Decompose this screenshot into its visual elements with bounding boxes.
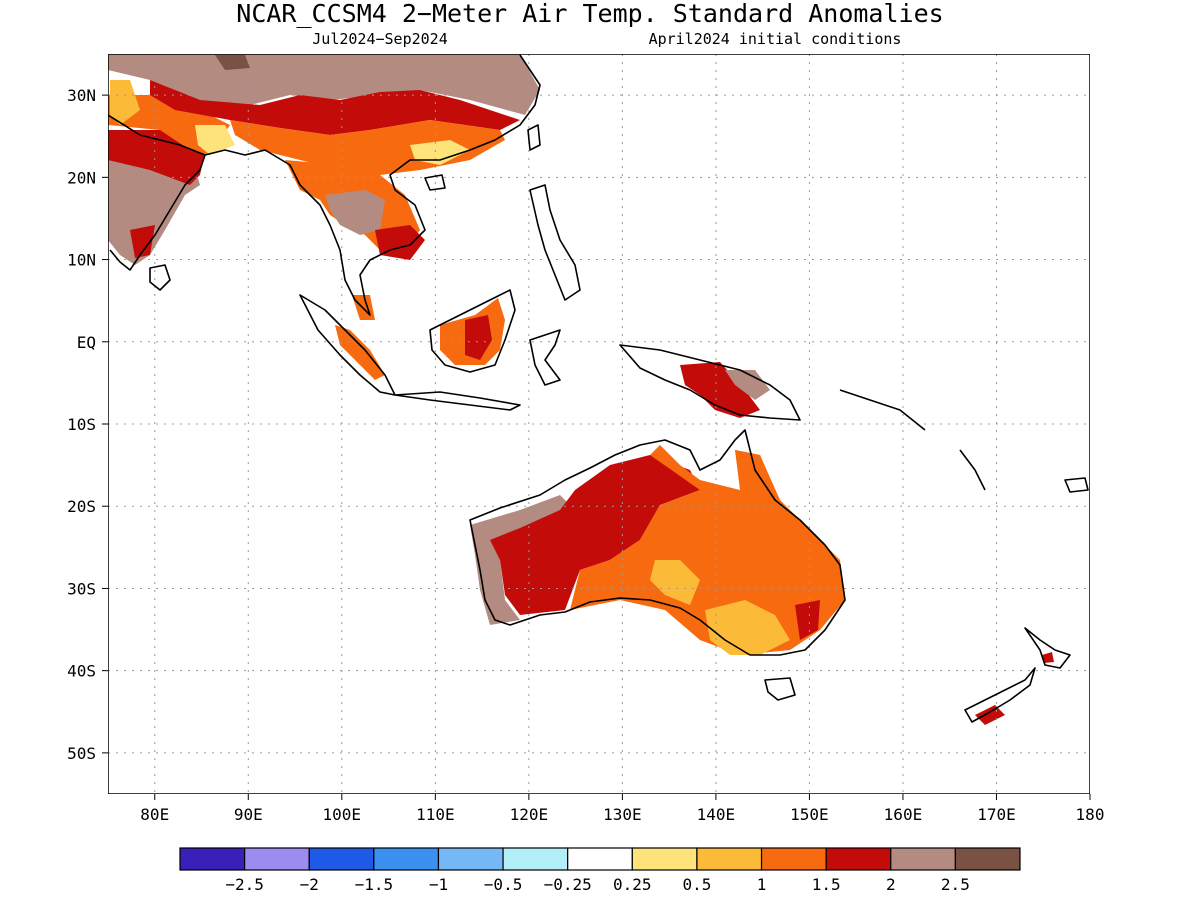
- lat-tick-label: 20S: [67, 497, 96, 516]
- graticule: [108, 54, 1090, 794]
- lon-tick-label: 130E: [603, 805, 642, 824]
- lat-tick-label: 30N: [67, 86, 96, 105]
- anomaly-region-himalaya: [150, 80, 520, 135]
- lon-tick-label: 180: [1076, 805, 1105, 824]
- anomaly-region-nz-north: [1042, 652, 1054, 663]
- anomaly-region-tibet-dark: [215, 55, 250, 70]
- coastline-vanuatu: [959, 449, 986, 491]
- lat-tick-label: 30S: [67, 579, 96, 598]
- lat-tick-label: 40S: [67, 662, 96, 681]
- latitude-axis: 30N 20N 10N EQ 10S 20S 30S 40S 50S: [67, 86, 96, 763]
- lon-tick-label: 100E: [323, 805, 362, 824]
- anomaly-region-new-zealand: [975, 705, 1005, 725]
- colorbar-swatch: [954, 847, 1021, 871]
- coastline-java: [394, 391, 521, 411]
- coastline-sri-lanka: [149, 264, 171, 291]
- anomaly-region-png-highlands: [725, 370, 770, 400]
- colorbar-swatch: [567, 847, 633, 871]
- lon-tick-label: 140E: [697, 805, 736, 824]
- colorbar-label: 0.5: [682, 875, 711, 894]
- colorbar-swatch: [631, 847, 698, 871]
- colorbar-label: −1: [429, 875, 448, 894]
- coastline-philippines: [529, 184, 581, 301]
- anomaly-region-bangladesh: [195, 125, 235, 155]
- lat-tick-label: 10S: [67, 415, 96, 434]
- longitude-tick-marks: [154, 794, 1091, 800]
- colorbar-swatch: [308, 847, 375, 871]
- lon-tick-label: 80E: [140, 805, 169, 824]
- anomaly-region-india-plain: [110, 80, 140, 125]
- colorbar-swatch: [244, 847, 310, 871]
- coastline-australia: [469, 429, 846, 656]
- anomaly-region-new-guinea: [680, 362, 760, 418]
- map-title: NCAR_CCSM4 2−Meter Air Temp. Standard An…: [236, 0, 943, 28]
- anomaly-region-china-coast: [410, 140, 470, 165]
- colorbar-swatch: [502, 847, 569, 871]
- anomaly-region-australia-west: [490, 455, 700, 615]
- coastline-new-guinea: [619, 344, 801, 421]
- colorbar-labels: −2.5 −2 −1.5 −1 −0.5 −0.25 0.25 0.5 1 1.5 2 2.5: [225, 875, 969, 894]
- colorbar-label: 0.25: [613, 875, 652, 894]
- lat-tick-label: 10N: [67, 251, 96, 270]
- colorbar-swatch: [373, 847, 440, 871]
- colorbar-swatch: [437, 847, 504, 871]
- coastline-sulawesi: [529, 329, 561, 386]
- anomaly-region-thailand: [325, 190, 385, 235]
- colorbar-label: −1.5: [355, 875, 394, 894]
- colorbar-swatch: [696, 847, 763, 871]
- anomaly-region-nsw: [795, 600, 820, 640]
- lon-tick-label: 160E: [884, 805, 923, 824]
- lon-tick-label: 120E: [510, 805, 549, 824]
- coastline-hainan: [424, 174, 446, 191]
- latitude-tick-marks: [102, 94, 108, 754]
- initial-conditions-label: April2024 initial conditions: [649, 30, 902, 48]
- coastline-new-zealand-north: [1024, 627, 1071, 669]
- colorbar-swatch: [890, 847, 956, 871]
- colorbar-swatch: [179, 847, 246, 871]
- anomaly-region-australia-east: [570, 445, 845, 655]
- anomaly-shading: [108, 54, 1054, 725]
- colorbar-label: 2: [886, 875, 896, 894]
- colorbar-label: −2: [300, 875, 319, 894]
- valid-period-label: Jul2024−Sep2024: [312, 30, 447, 48]
- colorbar-label: −0.25: [544, 875, 592, 894]
- lat-tick-label: 20N: [67, 168, 96, 187]
- colorbar: [179, 847, 1021, 871]
- anomaly-region-australia-central-yellow: [650, 560, 700, 605]
- longitude-axis: 80E 90E 100E 110E 120E 130E 140E 150E 160E 170E 18…: [140, 805, 1104, 824]
- coastline-solomons: [839, 389, 926, 431]
- lon-tick-label: 90E: [234, 805, 263, 824]
- colorbar-swatch: [825, 847, 892, 871]
- coastline-new-zealand-south: [964, 667, 1036, 723]
- colorbar-label: 1.5: [812, 875, 841, 894]
- anomaly-region-borneo-core: [465, 315, 492, 360]
- lon-tick-label: 110E: [416, 805, 455, 824]
- map-plot-area: [108, 54, 1090, 794]
- lon-tick-label: 170E: [977, 805, 1016, 824]
- anomaly-region-india-south: [130, 225, 155, 258]
- lon-tick-label: 150E: [790, 805, 829, 824]
- lat-tick-label: 50S: [67, 744, 96, 763]
- coastline-taiwan: [527, 124, 541, 151]
- lat-tick-label: EQ: [77, 333, 96, 352]
- colorbar-label: −0.5: [484, 875, 523, 894]
- ocean-background: [108, 54, 1090, 794]
- anomaly-region-cape-york: [735, 450, 770, 485]
- coastline-borneo: [429, 289, 516, 373]
- coastline-asia: [108, 54, 541, 316]
- coastline-tasmania: [764, 677, 796, 701]
- coastline-fiji: [1064, 477, 1089, 493]
- colorbar-label: 2.5: [941, 875, 970, 894]
- colorbar-swatch: [760, 847, 827, 871]
- coastlines: [108, 54, 1089, 723]
- colorbar-label: −2.5: [225, 875, 264, 894]
- anomaly-region-sumatra: [335, 325, 385, 380]
- colorbar-label: 1: [757, 875, 767, 894]
- anomaly-region-tibet: [108, 54, 540, 115]
